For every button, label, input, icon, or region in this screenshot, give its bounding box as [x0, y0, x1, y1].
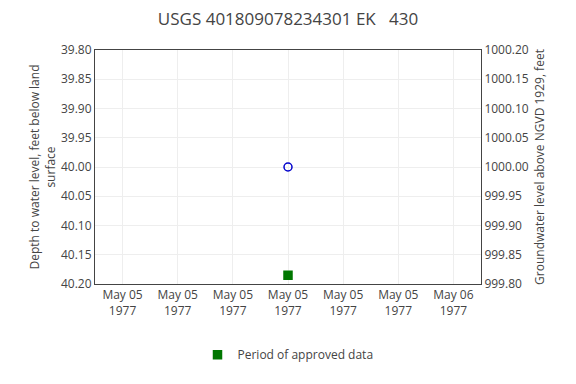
svg-text:39.80: 39.80: [61, 41, 92, 58]
svg-text:39.95: 39.95: [61, 129, 92, 146]
svg-text:40.05: 40.05: [61, 187, 92, 204]
svg-text:1000.10: 1000.10: [484, 100, 528, 117]
svg-text:39.90: 39.90: [61, 100, 92, 117]
svg-text:40.10: 40.10: [61, 217, 92, 234]
svg-text:May 051977: May 051977: [378, 286, 418, 319]
svg-text:999.85: 999.85: [484, 246, 522, 263]
svg-text:1000.15: 1000.15: [484, 70, 528, 87]
svg-text:May 051977: May 051977: [213, 286, 253, 319]
svg-text:May 051977: May 051977: [323, 286, 363, 319]
svg-text:USGS 401809078234301 EK 430: USGS 401809078234301 EK 430: [158, 7, 418, 30]
svg-text:1000.00: 1000.00: [484, 158, 528, 175]
svg-text:May 061977: May 061977: [433, 286, 473, 319]
svg-text:Period of approved data: Period of approved data: [238, 346, 374, 363]
svg-text:Groundwater level above NGVD 1: Groundwater level above NGVD 1929, feet: [531, 49, 548, 285]
svg-text:40.15: 40.15: [61, 246, 92, 263]
svg-text:40.00: 40.00: [61, 158, 92, 175]
svg-text:999.90: 999.90: [484, 217, 522, 234]
svg-text:Depth to water level, feet bel: Depth to water level, feet below landsur…: [26, 65, 59, 270]
svg-text:999.80: 999.80: [484, 275, 522, 292]
svg-text:40.20: 40.20: [61, 275, 92, 292]
svg-text:May 051977: May 051977: [158, 286, 198, 319]
svg-text:39.85: 39.85: [61, 70, 92, 87]
svg-text:999.95: 999.95: [484, 187, 522, 204]
svg-text:May 051977: May 051977: [102, 286, 142, 319]
svg-text:1000.05: 1000.05: [484, 129, 528, 146]
svg-text:1000.20: 1000.20: [484, 41, 528, 58]
svg-text:May 051977: May 051977: [268, 286, 308, 319]
